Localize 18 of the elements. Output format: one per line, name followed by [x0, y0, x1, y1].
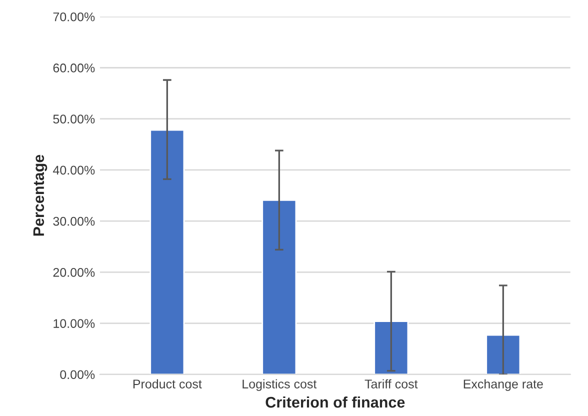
x-tick-label: Tariff cost	[364, 379, 418, 388]
y-tick-label: 40.00%	[52, 166, 95, 175]
x-tick-label: Exchange rate	[464, 379, 543, 391]
bar	[374, 320, 409, 374]
y-tick-label: 10.00%	[54, 319, 95, 328]
x-axis-title: Criterion of finance	[266, 396, 405, 408]
y-tick-label: 20.00%	[53, 268, 95, 277]
x-tick-label: Product cost	[133, 379, 202, 388]
y-tick-label: 70.00%	[53, 12, 95, 22]
x-tick-label: Logistics cost	[242, 379, 317, 391]
bar	[486, 334, 521, 374]
bar	[150, 129, 185, 374]
y-tick-label: 30.00%	[53, 216, 95, 226]
y-tick-label: 60.00%	[53, 64, 95, 72]
y-axis-title: Percentage	[33, 154, 48, 236]
bar	[262, 199, 297, 374]
y-tick-label: 50.00%	[53, 114, 95, 124]
y-tick-label: 0.00%	[60, 370, 95, 380]
